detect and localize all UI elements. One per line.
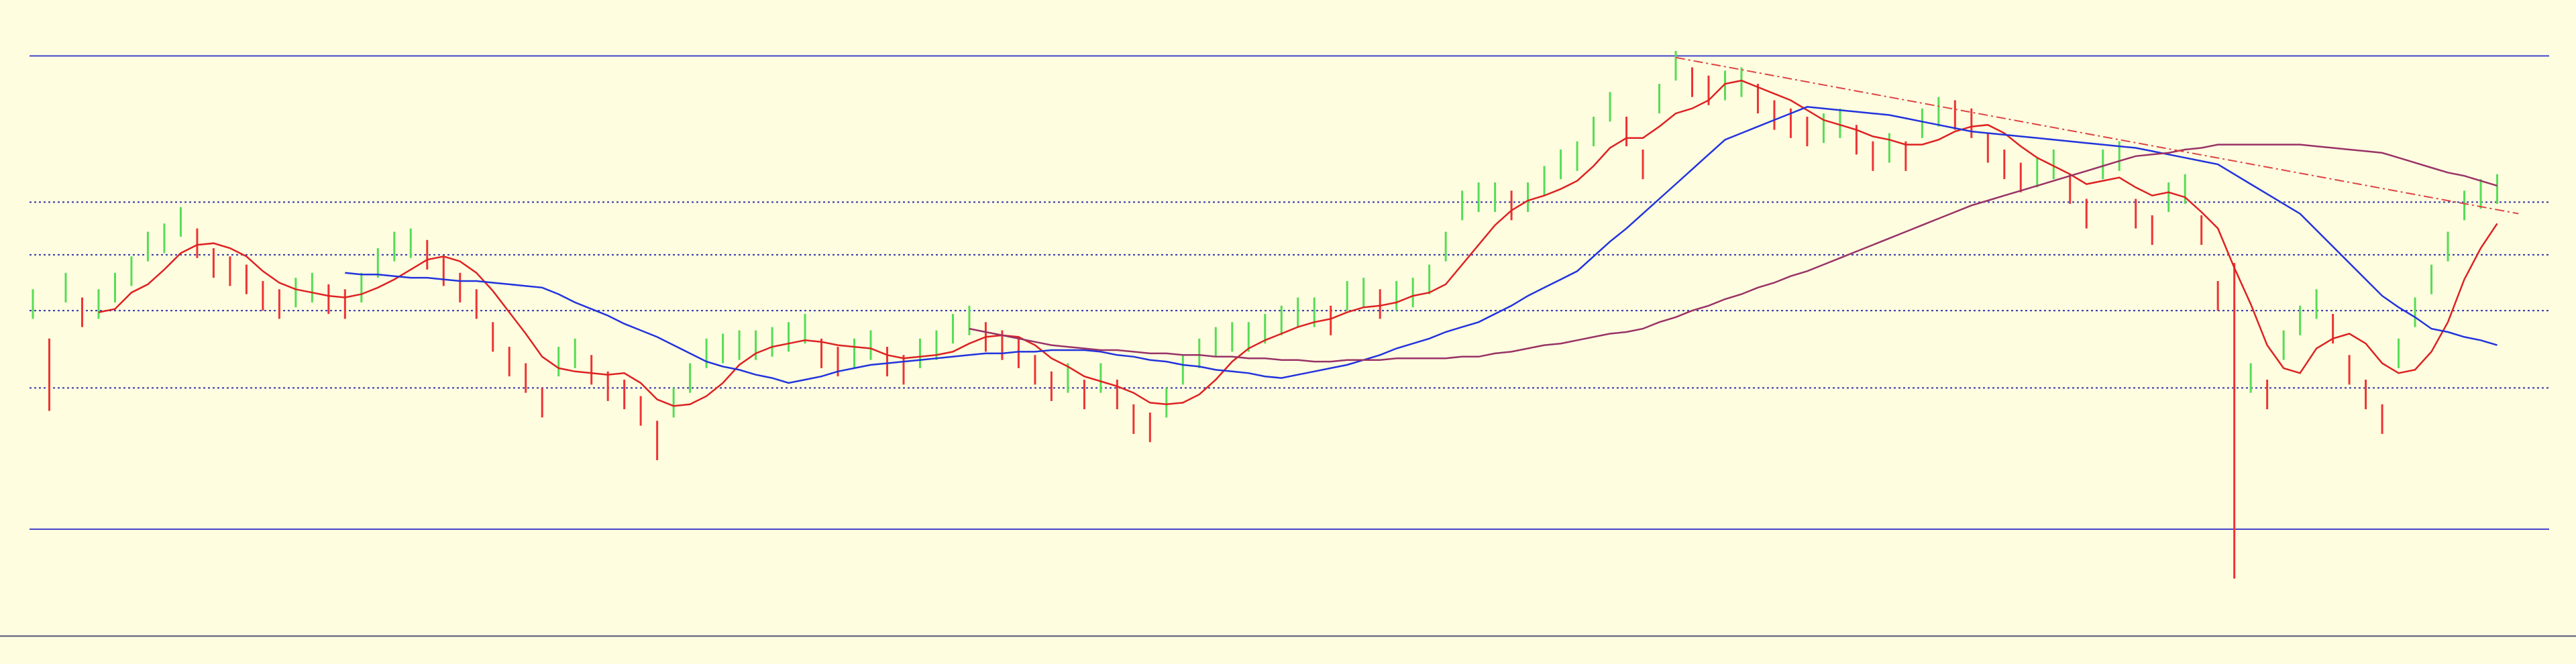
- trend-line: [1675, 56, 2519, 215]
- moving-average: [345, 106, 2498, 384]
- moving-average: [969, 144, 2498, 363]
- moving-average: [98, 79, 2498, 407]
